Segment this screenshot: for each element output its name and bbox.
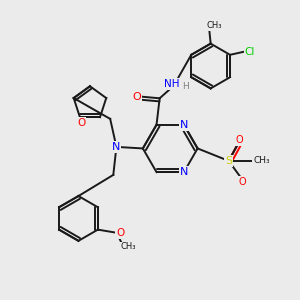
Text: CH₃: CH₃ — [121, 242, 136, 251]
Text: H: H — [182, 82, 189, 91]
Text: Cl: Cl — [244, 47, 255, 57]
Text: CH₃: CH₃ — [253, 156, 270, 165]
Text: N: N — [180, 120, 188, 130]
Text: O: O — [239, 177, 247, 187]
Text: O: O — [133, 92, 141, 102]
Text: O: O — [236, 135, 243, 145]
Text: NH: NH — [164, 79, 180, 89]
Text: CH₃: CH₃ — [207, 21, 222, 30]
Text: O: O — [116, 228, 124, 238]
Text: O: O — [77, 118, 86, 128]
Text: N: N — [112, 142, 121, 152]
Text: S: S — [225, 156, 232, 166]
Text: N: N — [180, 167, 188, 177]
